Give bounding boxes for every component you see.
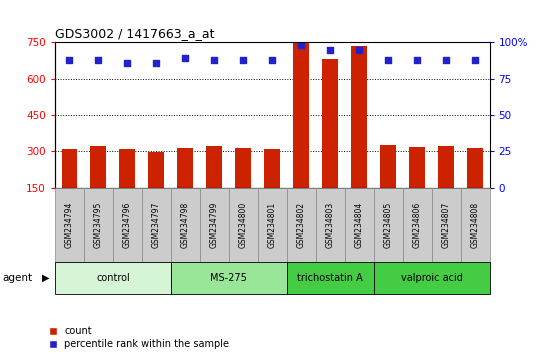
Point [471,57,480,63]
Text: GSM234796: GSM234796 [123,201,132,248]
Bar [206,146,222,188]
Text: GSM234808: GSM234808 [470,202,480,248]
Point [239,57,248,63]
Text: agent: agent [3,273,33,283]
Bar [235,148,251,188]
Text: valproic acid: valproic acid [400,273,463,283]
Text: GSM234804: GSM234804 [355,202,364,248]
Text: GSM234798: GSM234798 [181,202,190,248]
Bar [409,147,425,188]
Point [384,57,393,63]
Point [297,42,306,48]
Bar [91,147,106,188]
Bar [119,149,135,188]
Point [412,57,421,63]
Text: GSM234794: GSM234794 [65,201,74,248]
Point [355,47,364,52]
Bar [322,59,338,188]
Text: trichostatin A: trichostatin A [298,273,363,283]
Point [268,57,277,63]
Text: GSM234802: GSM234802 [296,202,306,248]
Text: GSM234797: GSM234797 [152,201,161,248]
Point [326,47,334,52]
Bar [62,149,78,188]
Text: GSM234807: GSM234807 [442,202,450,248]
Text: GSM234795: GSM234795 [94,201,103,248]
Point [442,57,450,63]
Bar [351,46,367,188]
Bar [293,43,309,188]
Text: GSM234800: GSM234800 [239,202,248,248]
Point [123,60,132,65]
Point [94,57,103,63]
Text: GSM234805: GSM234805 [383,202,393,248]
Bar [148,152,164,188]
Bar [380,145,396,188]
Point [210,57,219,63]
Bar [438,146,454,188]
Text: GDS3002 / 1417663_a_at: GDS3002 / 1417663_a_at [55,27,215,40]
Point [65,57,74,63]
Text: GSM234801: GSM234801 [268,202,277,248]
Bar [467,148,483,188]
Text: GSM234806: GSM234806 [412,202,422,248]
Text: GSM234803: GSM234803 [326,202,335,248]
Point [181,56,190,61]
Legend: count, percentile rank within the sample: count, percentile rank within the sample [49,326,229,349]
Bar [265,149,280,188]
Bar [178,148,193,188]
Point [152,60,161,65]
Text: MS-275: MS-275 [210,273,248,283]
Text: GSM234799: GSM234799 [210,201,219,248]
Text: control: control [96,273,130,283]
Text: ▶: ▶ [42,273,50,283]
